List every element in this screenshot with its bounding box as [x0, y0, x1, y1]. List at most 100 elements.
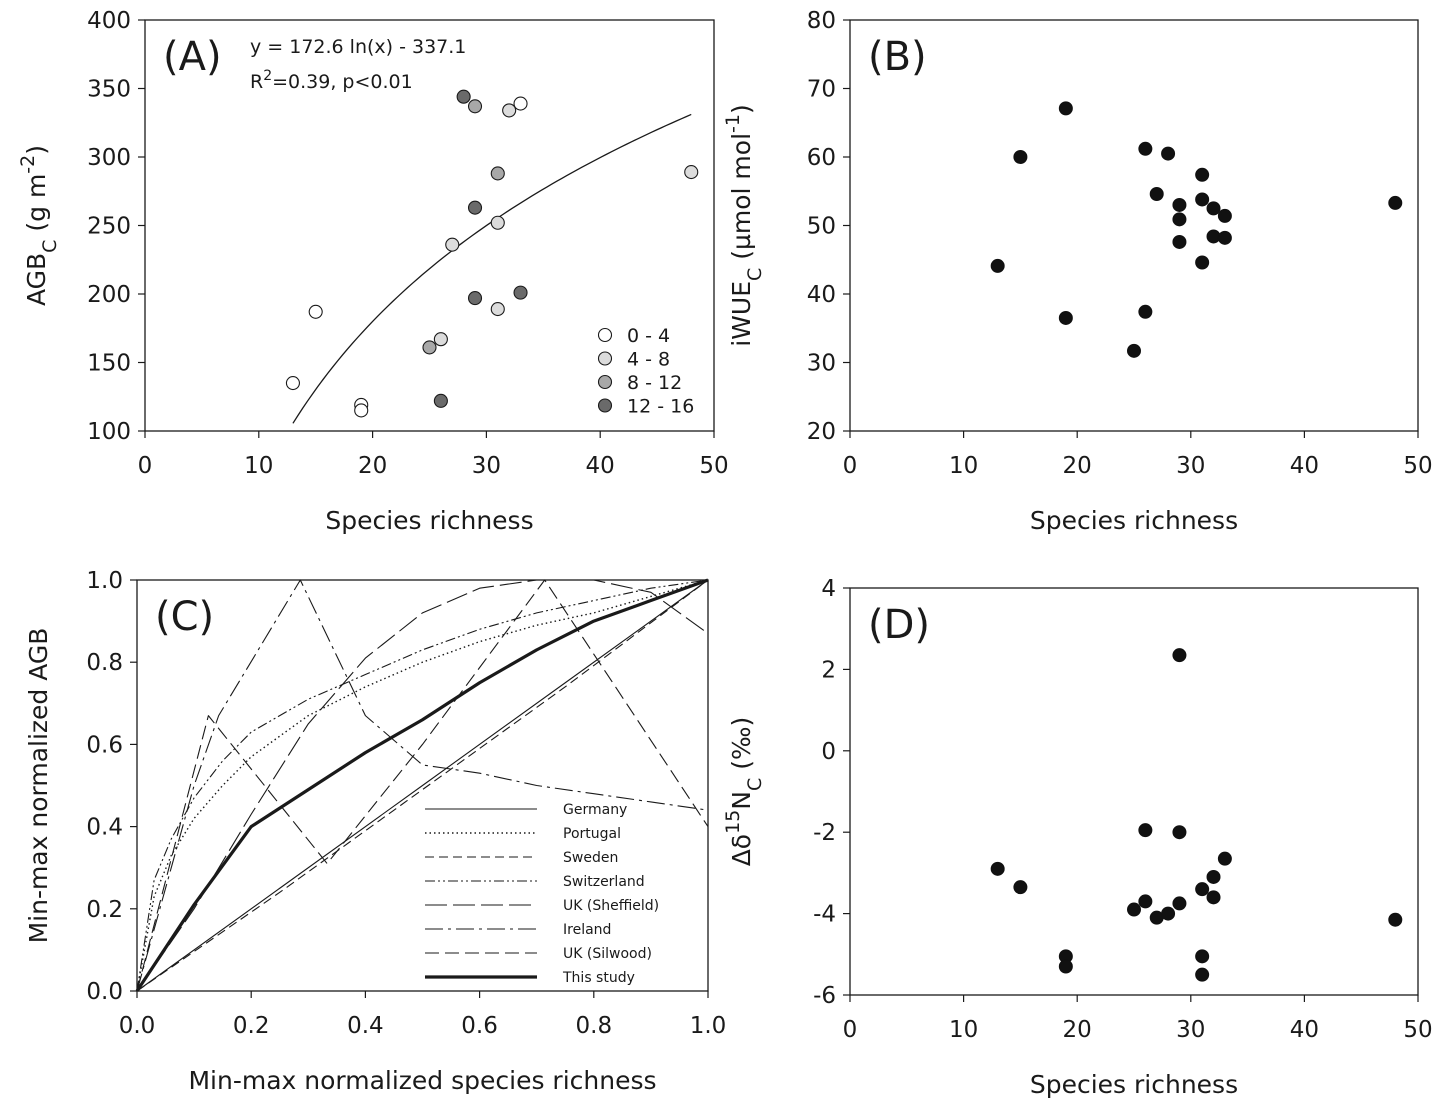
c-y-tick-label: 0.8	[86, 650, 123, 676]
d-y-tick-label: 4	[821, 576, 836, 602]
a-y-axis-label-main: AGB	[22, 253, 51, 306]
b-point	[1172, 234, 1187, 249]
c-legend-label: This study	[562, 970, 635, 986]
d-y-tick-label: -4	[813, 902, 836, 928]
b-plot-frame	[849, 19, 1419, 432]
d-y-axis-label-sup: 15	[722, 810, 744, 834]
b-y-axis-label-unit: (µmol mol	[727, 133, 756, 268]
c-x-tick-label: 0.4	[347, 1013, 384, 1039]
c-legend-label: Ireland	[563, 922, 611, 938]
c-legend-label: Switzerland	[563, 874, 645, 890]
a-panel-label: (A)	[163, 34, 222, 80]
b-panel-label: (B)	[868, 34, 927, 80]
b-x-tick-label: 40	[1290, 453, 1319, 479]
c-x-tick-label: 0.6	[461, 1013, 498, 1039]
a-x-tick-label: 10	[244, 453, 273, 479]
b-y-tick-label: 70	[807, 77, 836, 103]
c-x-tick-label: 0.0	[119, 1013, 156, 1039]
a-y-tick-label: 250	[87, 214, 131, 240]
b-point	[1127, 343, 1141, 358]
b-point	[1217, 208, 1232, 223]
a-y-axis-label-close: )	[22, 145, 51, 155]
d-point	[1161, 906, 1176, 921]
c-y-tick-label: 0.6	[86, 732, 123, 758]
d-point	[1172, 825, 1187, 840]
d-y-tick-label: 2	[821, 657, 836, 683]
c-x-tick-label: 0.8	[576, 1013, 613, 1039]
b-y-axis-label: iWUEC (µmol mol-1)	[722, 104, 766, 347]
b-y-axis-label-close: )	[727, 104, 756, 114]
a-point	[513, 96, 528, 111]
c-legend-label: Sweden	[563, 850, 618, 866]
b-x-axis-label: Species richness	[1030, 506, 1238, 535]
a-y-axis-label-sub: C	[39, 240, 61, 253]
b-point	[1058, 310, 1073, 325]
b-point	[1195, 255, 1210, 270]
b-point	[1172, 197, 1187, 212]
d-point	[1127, 902, 1141, 917]
d-y-tick-label: -2	[813, 820, 836, 846]
b-point	[1195, 192, 1210, 207]
a-x-tick-label: 50	[699, 453, 728, 479]
b-point	[990, 258, 1005, 273]
a-r-squared-rest: =0.39, p<0.01	[272, 71, 413, 93]
c-legend-label: Portugal	[563, 826, 621, 842]
b-y-axis-label-sup: -1	[722, 114, 744, 133]
d-point	[1013, 880, 1028, 895]
c-legend-label: UK (Sheffield)	[563, 898, 659, 914]
d-point	[1217, 851, 1232, 866]
a-point	[445, 237, 460, 252]
c-x-axis-label: Min-max normalized species richness	[188, 1066, 656, 1095]
c-legend-label: Germany	[563, 802, 627, 818]
d-x-tick-label: 30	[1176, 1017, 1205, 1043]
panel-c: 0.0 0.2 0.4 0.6 0.8 1.0 0.0 0.2 0.4 0.6 0.8 1.0 Min-…	[24, 568, 726, 1095]
d-point	[1206, 869, 1221, 884]
panel-a: 0 10 20 30 40 50 100 150 200 250 300 350 400 Species …	[17, 8, 729, 535]
b-y-tick-label: 20	[807, 419, 836, 445]
c-panel-label: (C)	[155, 594, 214, 640]
a-legend-marker	[597, 398, 613, 413]
panel-d: 0 10 20 30 40 50 -6 -4 -2 0 2 4 Species richness (D) Δ…	[722, 576, 1433, 1099]
d-y-axis-label: Δδ15NC (‰)	[722, 717, 766, 867]
d-plot-frame	[849, 587, 1419, 996]
a-x-axis-label: Species richness	[325, 506, 533, 535]
c-y-tick-label: 0.0	[86, 979, 123, 1005]
b-point	[1013, 150, 1028, 164]
d-point	[1172, 896, 1187, 911]
b-x-tick-label: 10	[949, 453, 978, 479]
d-y-axis-label-pre: Δδ	[727, 834, 756, 866]
c-legend-label: UK (Silwood)	[563, 946, 652, 962]
a-x-tick-label: 0	[138, 453, 153, 479]
a-r-squared-sup: 2	[263, 68, 272, 84]
a-point	[513, 285, 528, 300]
a-point	[422, 340, 437, 355]
a-x-tick-label: 20	[358, 453, 387, 479]
d-point	[1388, 912, 1403, 927]
d-x-tick-label: 20	[1063, 1017, 1092, 1043]
d-y-axis-label-main: N	[727, 791, 756, 810]
a-x-tick-label: 30	[472, 453, 501, 479]
c-series-line	[136, 579, 709, 992]
c-series-line	[136, 579, 709, 992]
a-legend-marker	[597, 327, 613, 343]
b-point	[1161, 146, 1176, 161]
b-y-tick-label: 40	[807, 282, 836, 308]
c-series-line	[136, 579, 709, 992]
a-legend-marker	[597, 374, 613, 390]
a-point	[684, 165, 699, 180]
c-y-tick-label: 0.4	[86, 815, 123, 841]
a-point	[467, 291, 483, 306]
a-point	[490, 215, 505, 230]
a-y-tick-label: 200	[87, 282, 131, 308]
d-point	[1058, 959, 1073, 974]
a-y-axis-label: AGBC (g m-2)	[17, 145, 61, 306]
d-point	[1138, 823, 1153, 838]
d-point	[1195, 882, 1210, 897]
b-x-tick-label: 50	[1403, 453, 1432, 479]
b-point	[1138, 141, 1153, 156]
panel-b: 0 10 20 30 40 50 20 30 40 50 60 70 80 Species richnes…	[722, 8, 1433, 535]
b-x-tick-label: 0	[843, 453, 858, 479]
a-y-axis-label-unit: (g m	[22, 174, 51, 240]
a-point	[433, 393, 448, 408]
c-x-tick-label: 0.2	[233, 1013, 270, 1039]
